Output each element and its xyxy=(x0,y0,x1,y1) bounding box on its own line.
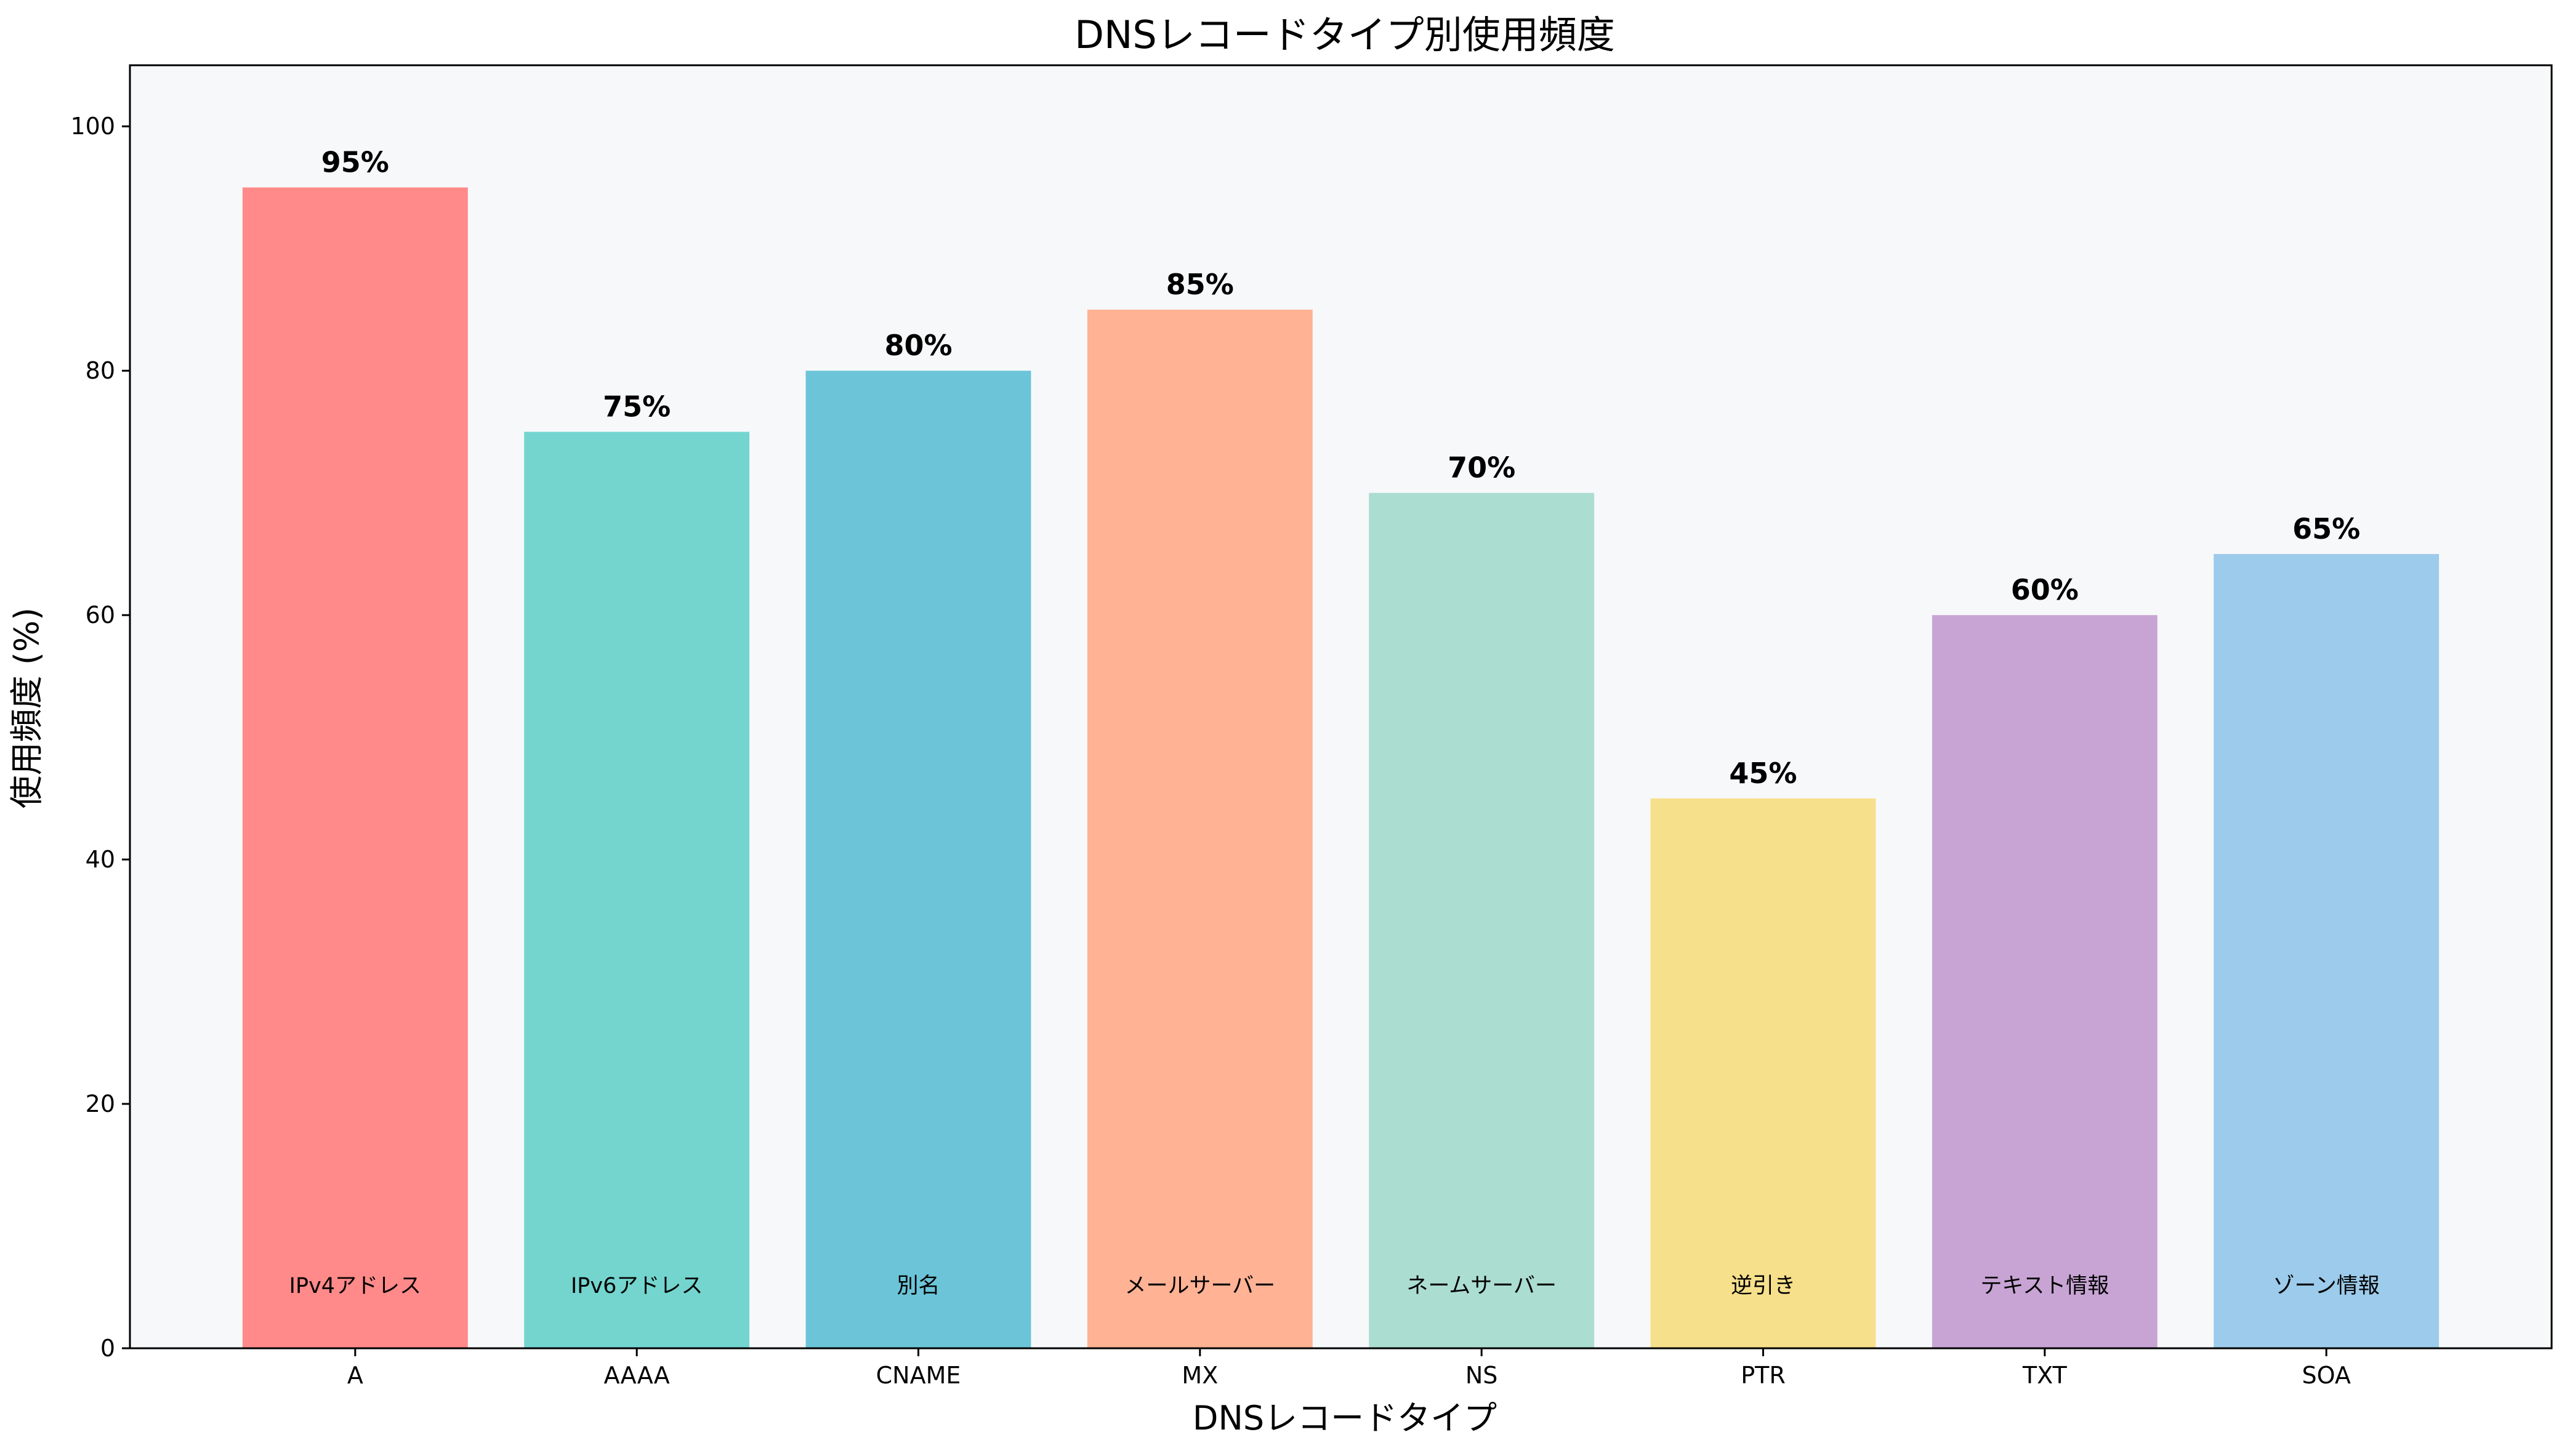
description-label-txt: テキスト情報 xyxy=(1980,1274,2109,1298)
value-label-cname: 80% xyxy=(884,329,952,362)
x-tick-label-txt: TXT xyxy=(2022,1362,2068,1389)
value-label-ns: 70% xyxy=(1448,451,1515,485)
x-tick-label-cname: CNAME xyxy=(876,1362,961,1389)
bar-ptr xyxy=(1650,798,1876,1348)
description-label-aaaa: IPv6アドレス xyxy=(571,1274,703,1298)
x-axis-title: DNSレコードタイプ xyxy=(1193,1399,1497,1438)
description-labels: IPv4アドレス IPv6アドレス 別名 メールサーバー ネームサーバー 逆引き テキスト情… xyxy=(289,1274,2380,1298)
bars xyxy=(242,187,2440,1349)
description-label-cname: 別名 xyxy=(897,1274,940,1298)
x-axis: A AAAA CNAME MX NS PTR TXT SOA xyxy=(347,1348,2351,1389)
bar-a xyxy=(242,187,468,1348)
y-tick-label: 40 xyxy=(86,846,115,873)
plot-area xyxy=(130,65,2552,1348)
bar-cname xyxy=(805,371,1031,1349)
chart-title: DNSレコードタイプ別使用頻度 xyxy=(1074,12,1614,57)
x-tick-label-mx: MX xyxy=(1182,1362,1218,1389)
value-label-txt: 60% xyxy=(2011,573,2079,606)
description-label-mx: メールサーバー xyxy=(1125,1274,1276,1298)
y-tick-label: 100 xyxy=(70,113,115,140)
value-label-soa: 65% xyxy=(2292,512,2360,545)
value-label-ptr: 45% xyxy=(1729,757,1797,790)
y-tick-label: 60 xyxy=(86,601,115,629)
value-label-a: 95% xyxy=(321,145,389,179)
description-label-a: IPv4アドレス xyxy=(289,1274,421,1298)
plot-frame xyxy=(129,64,2553,1349)
x-tick-label-soa: SOA xyxy=(2302,1362,2350,1389)
x-tick-label-aaaa: AAAA xyxy=(604,1362,670,1389)
bar-soa xyxy=(2214,553,2440,1348)
y-axis: 0 20 40 60 80 100 xyxy=(70,113,130,1362)
y-axis-title: 使用頻度 (%) xyxy=(7,608,46,809)
y-tick-label: 80 xyxy=(86,357,115,384)
description-label-soa: ゾーン情報 xyxy=(2273,1274,2380,1298)
y-tick-label: 0 xyxy=(100,1335,115,1362)
x-tick-label-ptr: PTR xyxy=(1741,1362,1786,1389)
value-labels: 95% 75% 80% 85% 70% 45% 60% 65% xyxy=(321,145,2360,789)
x-tick-label-ns: NS xyxy=(1465,1362,1498,1389)
bar-ns xyxy=(1369,493,1595,1348)
bar-mx xyxy=(1087,309,1313,1348)
x-tick-label-a: A xyxy=(347,1362,363,1389)
description-label-ptr: 逆引き xyxy=(1731,1274,1795,1298)
value-label-mx: 85% xyxy=(1166,268,1234,301)
value-label-aaaa: 75% xyxy=(603,390,671,423)
bar-aaaa xyxy=(524,432,750,1348)
y-tick-label: 20 xyxy=(86,1090,115,1117)
bar-txt xyxy=(1932,615,2158,1349)
description-label-ns: ネームサーバー xyxy=(1406,1274,1557,1298)
